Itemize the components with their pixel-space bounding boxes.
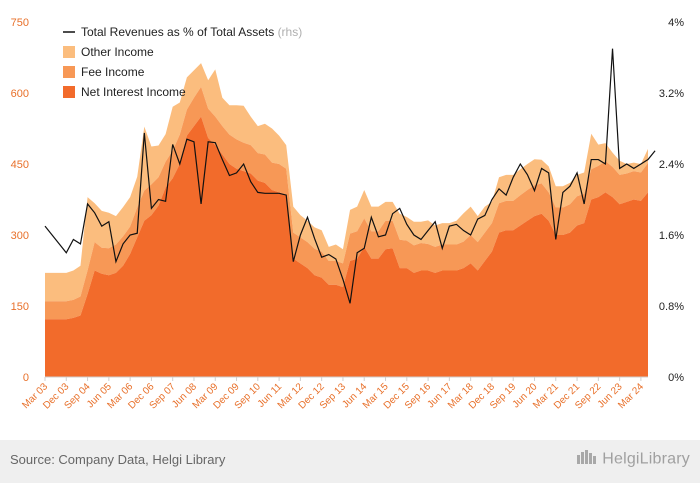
source-note: Source: Company Data, Helgi Library (10, 452, 226, 467)
y-right-tick-label: 2.4% (659, 159, 684, 171)
y-left-tick-label: 600 (11, 88, 29, 100)
legend-label: Fee Income (81, 65, 145, 79)
chart-svg: 01503004506007500%0.8%1.6%2.4%3.2%4%Mar … (11, 17, 685, 412)
legend-label: Other Income (81, 45, 154, 59)
legend-item: Total Revenues as % of Total Assets (rhs… (63, 25, 302, 39)
area-fee-income (45, 86, 648, 320)
area-other-income (45, 63, 648, 302)
brand-logo: HelgiLibrary (576, 449, 690, 470)
line-total-revenues-pct (44, 48, 656, 304)
legend-swatch (63, 66, 75, 78)
legend-swatch (63, 46, 75, 58)
legend-label: Total Revenues as % of Total Assets (rhs… (81, 25, 302, 39)
y-left-tick-label: 0 (23, 372, 29, 384)
y-left-tick-label: 150 (11, 301, 29, 313)
area-net-interest-income (45, 116, 648, 378)
legend-swatch (63, 86, 75, 98)
legend-item: Net Interest Income (63, 85, 186, 99)
y-right-tick-label: 0.8% (659, 301, 684, 313)
legend-item: Fee Income (63, 65, 145, 79)
legend-label: Net Interest Income (81, 85, 186, 99)
y-right-tick-label: 3.2% (659, 88, 684, 100)
y-left-tick-label: 750 (11, 17, 29, 29)
y-right-tick-label: 0% (668, 372, 684, 384)
library-icon (576, 449, 598, 470)
legend-rhs-suffix: (rhs) (278, 25, 303, 39)
y-right-tick-label: 1.6% (659, 230, 684, 242)
y-left-tick-label: 450 (11, 159, 29, 171)
chart: 0 150 300 450 600 750 0% 0.8% 1.6% 2.4% 3.2% 4% Mar … (11, 17, 685, 412)
brand-text: HelgiLibrary (602, 450, 690, 468)
y-left-tick-label: 300 (11, 230, 29, 242)
y-right-tick-label: 4% (668, 17, 684, 29)
footer: Source: Company Data, Helgi Library Helg… (0, 440, 700, 483)
legend-item: Other Income (63, 45, 154, 59)
